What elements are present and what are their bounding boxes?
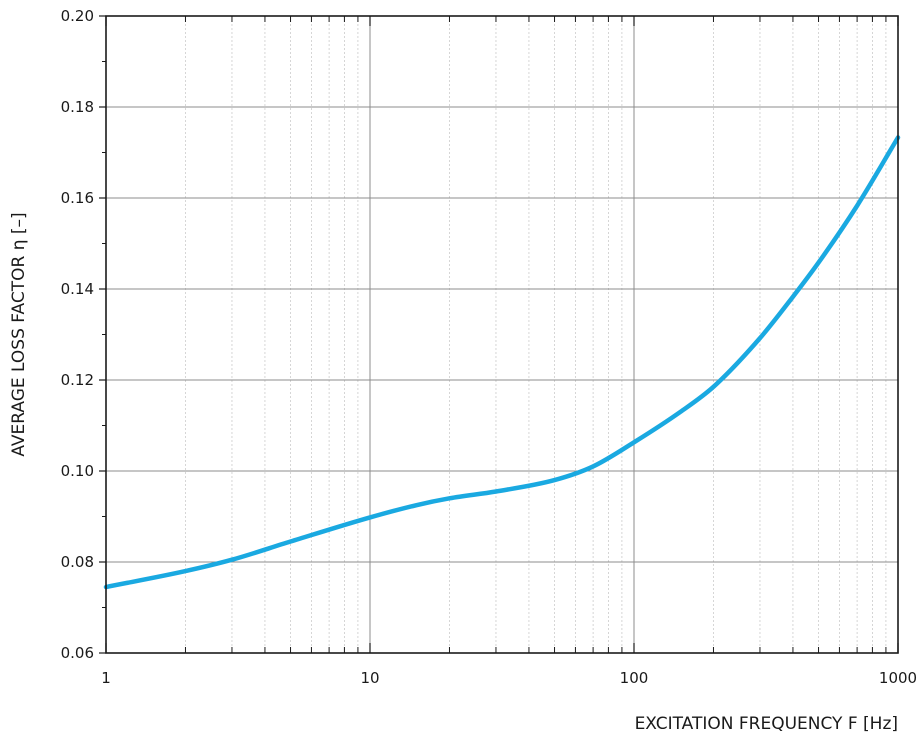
- x-axis-title: EXCITATION FREQUENCY F [Hz]: [635, 714, 898, 734]
- y-tick-label: 0.08: [61, 553, 94, 571]
- plot-frame: [105, 15, 899, 654]
- x-tick-label: 1000: [879, 669, 917, 687]
- y-tick-label: 0.10: [61, 462, 94, 480]
- x-axis-ticks: 1 10 100 1000: [101, 16, 917, 687]
- y-axis-ticks: 0.06 0.08 0.10 0.12 0.14 0.16 0.18 0.20: [61, 7, 106, 662]
- y-tick-label: 0.20: [61, 7, 94, 25]
- series-layer: [103, 135, 901, 590]
- x-tick-label: 1: [101, 669, 111, 687]
- y-tick-label: 0.16: [61, 189, 94, 207]
- x-tick-label: 100: [620, 669, 649, 687]
- loss-factor-series-line: [103, 135, 901, 590]
- minor-grid: [185, 16, 887, 653]
- y-axis-title: AVERAGE LOSS FACTOR η [–]: [9, 212, 29, 456]
- y-tick-label: 0.12: [61, 371, 94, 389]
- major-grid: [106, 16, 898, 653]
- y-tick-label: 0.06: [61, 644, 94, 662]
- x-tick-label: 10: [360, 669, 379, 687]
- y-tick-label: 0.18: [61, 98, 94, 116]
- y-tick-label: 0.14: [61, 280, 94, 298]
